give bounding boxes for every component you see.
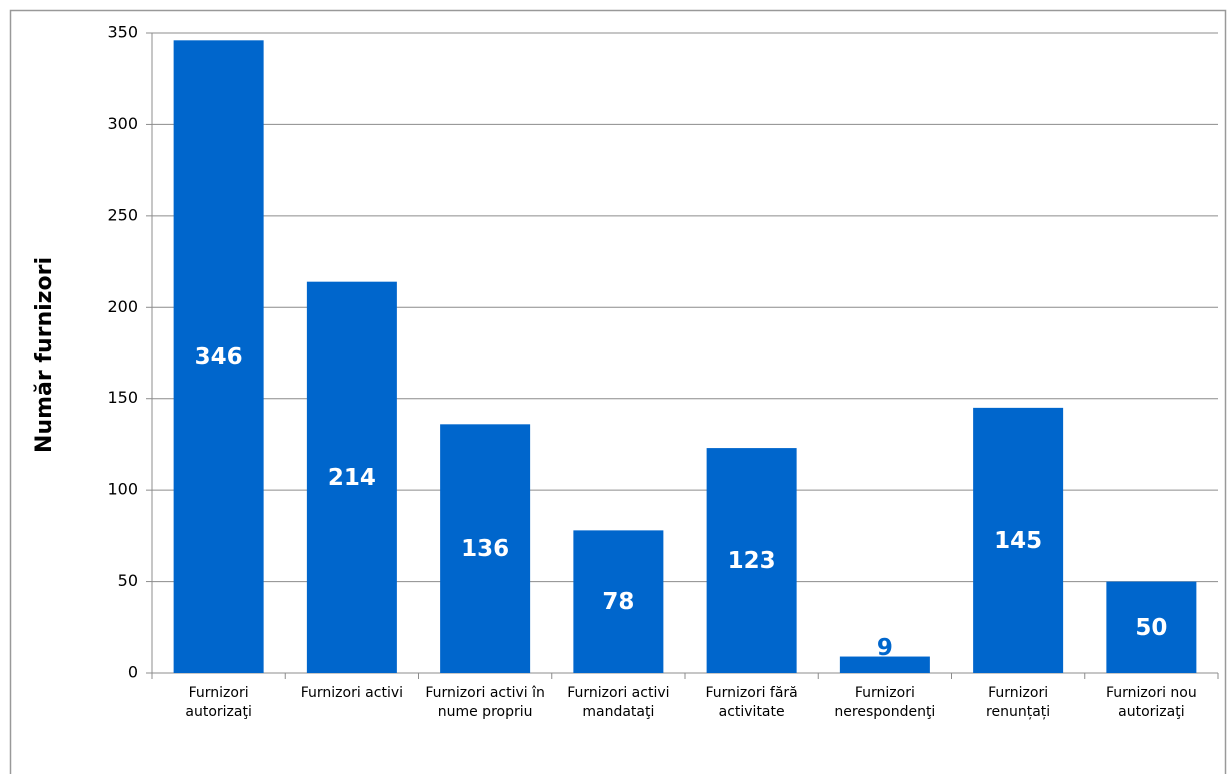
x-tick-label: Furnizori activi mandataţi bbox=[567, 685, 670, 720]
data-label: 214 bbox=[328, 465, 376, 491]
data-label: 346 bbox=[195, 344, 243, 370]
y-tick-label: 200 bbox=[107, 297, 138, 316]
bar bbox=[573, 530, 664, 673]
data-label: 136 bbox=[461, 536, 509, 562]
bar bbox=[1106, 581, 1197, 673]
x-tick-label: Furnizori autorizaţi bbox=[185, 685, 252, 720]
bar bbox=[173, 40, 264, 674]
x-tick-label: Furnizori activi în nume propriu bbox=[425, 685, 545, 720]
y-tick-label: 300 bbox=[107, 114, 138, 133]
data-label: 78 bbox=[602, 589, 634, 615]
bar bbox=[440, 424, 531, 673]
y-tick-label: 350 bbox=[107, 23, 138, 42]
bar bbox=[706, 448, 797, 673]
data-label: 123 bbox=[728, 548, 776, 574]
x-tick-label: Furnizori activi bbox=[300, 685, 404, 701]
bar bbox=[973, 407, 1064, 673]
x-tick-label: Furnizori fără activitate bbox=[705, 685, 798, 720]
chart-border bbox=[9, 9, 1227, 774]
x-tick-label: Furnizori nou autorizaţi bbox=[1105, 685, 1197, 720]
data-label: 145 bbox=[994, 528, 1042, 554]
data-label: 9 bbox=[877, 635, 893, 661]
y-tick-label: 0 bbox=[128, 663, 138, 682]
x-tick-label: Furnizori nerespondenţi bbox=[834, 685, 936, 720]
y-tick-label: 150 bbox=[107, 388, 138, 407]
bar bbox=[306, 281, 397, 673]
data-label: 50 bbox=[1135, 615, 1167, 641]
y-tick-label: 50 bbox=[118, 571, 138, 590]
y-axis-title: Număr furnizori bbox=[32, 257, 57, 453]
y-tick-label: 250 bbox=[107, 205, 138, 224]
x-tick-label: Furnizori renunțați bbox=[986, 685, 1051, 720]
bar bbox=[839, 656, 930, 673]
y-tick-label: 100 bbox=[107, 480, 138, 499]
